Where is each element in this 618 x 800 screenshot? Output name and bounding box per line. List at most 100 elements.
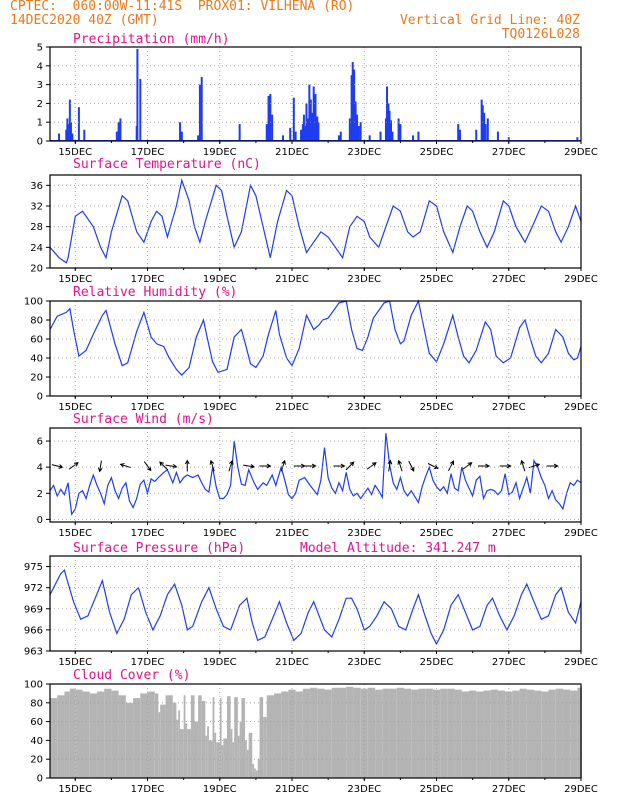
cloud-bar	[302, 688, 311, 778]
x-tick-label: 25DEC	[420, 402, 454, 413]
cloud-bar	[252, 763, 255, 778]
precip-bar	[457, 124, 460, 141]
panel-title: Precipitation (mm/h)	[73, 32, 230, 47]
precip-bar	[417, 131, 420, 141]
panel-wind: Surface Wind (m/s) 15DEC 17DEC 19DEC 21DEC 23…	[37, 412, 598, 539]
precip-bar	[271, 114, 274, 141]
header-grid-line: Vertical Grid Line: 40Z	[399, 13, 580, 28]
cloud-bar	[461, 691, 470, 778]
precip-bar	[481, 105, 484, 141]
cloud-bar	[281, 691, 289, 778]
precip-bar	[292, 97, 295, 141]
cloud-bar	[125, 702, 134, 778]
precip-bar	[337, 135, 340, 141]
y-tick-label: 100	[24, 680, 43, 691]
cloud-bar	[382, 688, 390, 778]
cloud-bar	[140, 693, 148, 778]
cloud-bar	[288, 689, 296, 778]
x-tick-label: 27DEC	[492, 147, 526, 158]
precip-bar	[136, 48, 139, 141]
cloud-bar	[212, 697, 215, 778]
y-tick-label: 4	[37, 61, 43, 72]
panel-precipitation: Precipitation (mm/h) 15DEC 17DEC 19DEC 21DEC…	[37, 32, 598, 158]
y-tick-label: 969	[24, 604, 43, 615]
precip-bar	[314, 94, 317, 141]
x-tick-label: 17DEC	[131, 657, 165, 668]
x-tick-label: 25DEC	[420, 147, 454, 158]
wind-arrow	[462, 462, 473, 470]
panel-title: Surface Pressure (hPa)	[73, 541, 245, 556]
wind-arrow	[345, 461, 355, 471]
precip-bar	[117, 122, 120, 141]
cloud-bar	[273, 693, 282, 778]
x-tick-label: 17DEC	[131, 402, 165, 413]
cloud-bar	[263, 716, 267, 778]
precip-bar	[311, 112, 314, 141]
wind-arrow	[68, 462, 79, 470]
x-tick-label: 23DEC	[347, 274, 381, 285]
wind-arrow	[228, 459, 234, 472]
precip-bar	[119, 118, 122, 141]
precip-bar	[458, 129, 461, 141]
precip-bar	[267, 95, 270, 141]
x-tick-label: 21DEC	[275, 402, 309, 413]
precip-bar	[198, 84, 201, 141]
y-tick-label: 28	[30, 222, 43, 233]
cloud-bar	[111, 690, 119, 778]
precip-bar	[294, 131, 297, 141]
panel-frame	[49, 427, 582, 523]
wind-arrow	[397, 459, 403, 472]
x-tick-label: 29DEC	[564, 657, 598, 668]
cloud-bar	[396, 687, 404, 778]
x-tick-label: 15DEC	[58, 274, 92, 285]
precip-bar	[356, 114, 359, 141]
cloud-bar	[505, 691, 513, 778]
x-tick-label: 17DEC	[131, 528, 165, 539]
x-tick-label: 21DEC	[275, 784, 309, 795]
y-tick-label: 0	[37, 137, 43, 148]
precip-bar	[388, 110, 391, 141]
header-date: 14DEC2020 40Z (GMT)	[10, 13, 159, 28]
header-location: CPTEC: 060:00W-11:41S PROX01: VILHENA (R…	[10, 0, 355, 14]
x-tick-label: 17DEC	[131, 147, 165, 158]
cloud-bar	[577, 687, 581, 778]
cloud-bar	[158, 712, 161, 778]
precip-bar	[115, 131, 118, 141]
x-tick-label: 15DEC	[58, 528, 92, 539]
wind-arrow	[280, 459, 286, 472]
x-tick-label: 15DEC	[58, 657, 92, 668]
precip-bar	[389, 120, 392, 141]
y-tick-label: 40	[30, 736, 43, 747]
precip-bar	[308, 84, 311, 141]
y-tick-label: 5	[37, 43, 43, 54]
cloud-bar	[104, 688, 112, 778]
cloud-bar	[214, 732, 217, 778]
panel-frame	[49, 174, 582, 269]
cloud-bar	[483, 690, 491, 778]
cloud-bar	[338, 687, 347, 778]
precip-bar	[391, 131, 394, 141]
cloud-bar	[310, 687, 318, 778]
cloud-bar	[255, 770, 258, 778]
cloud-bar	[360, 688, 368, 778]
cloud-bar	[447, 688, 455, 778]
x-tick-label: 15DEC	[58, 784, 92, 795]
cloud-bar	[190, 695, 195, 778]
wind-arrow	[304, 463, 317, 469]
precip-bar	[317, 122, 320, 141]
y-tick-label: 60	[30, 717, 43, 728]
precip-bar	[312, 86, 315, 141]
panel-cloud-cover: Cloud Cover (%) 15DEC 17DEC 19DEC 21DEC 23DEC…	[24, 668, 598, 795]
cloud-bar	[331, 687, 339, 778]
x-tick-label: 25DEC	[420, 784, 454, 795]
x-tick-label: 23DEC	[347, 147, 381, 158]
cloud-bar	[490, 689, 498, 778]
cloud-bar	[216, 742, 220, 778]
cloud-bar	[154, 693, 159, 778]
panel-title: Surface Temperature (nC)	[73, 157, 261, 172]
precip-bar	[304, 125, 307, 141]
y-tick-label: 966	[24, 625, 43, 636]
cloud-bar	[418, 688, 426, 778]
cloud-bar	[454, 689, 462, 778]
cloud-bar	[207, 726, 209, 778]
